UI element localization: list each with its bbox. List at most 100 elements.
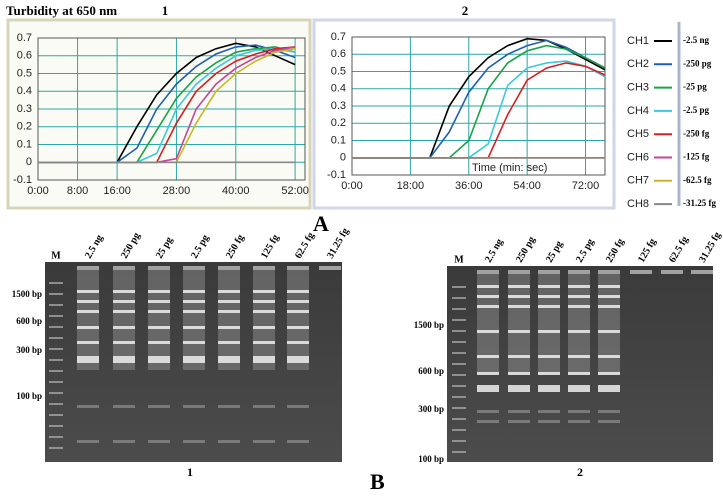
lane-label: 2.5 ng bbox=[83, 233, 105, 261]
ladder-band bbox=[49, 370, 63, 372]
gel-band bbox=[287, 405, 309, 408]
y-tick-label: 0 bbox=[26, 156, 32, 168]
gel-smear bbox=[598, 274, 620, 374]
gel-band bbox=[477, 410, 499, 413]
gel-band bbox=[218, 356, 240, 363]
ladder-band bbox=[49, 348, 63, 350]
gel-band bbox=[287, 440, 309, 443]
ladder-band bbox=[452, 319, 466, 321]
gel-band bbox=[183, 356, 205, 363]
gel-band bbox=[113, 356, 135, 363]
x-tick-label: 28:00 bbox=[163, 185, 191, 197]
gel-band bbox=[113, 310, 135, 313]
gel-band bbox=[508, 410, 530, 413]
y-tick-label: 0 bbox=[340, 152, 346, 164]
gel-band bbox=[568, 410, 590, 413]
gel-band bbox=[568, 420, 590, 423]
gel-smear bbox=[218, 270, 240, 370]
gel-band bbox=[538, 295, 560, 298]
y-tick-label: 0.4 bbox=[331, 83, 346, 95]
legend-box bbox=[616, 20, 720, 208]
gel-well bbox=[218, 266, 240, 270]
gel-caption: 2 bbox=[577, 465, 583, 479]
gel-band bbox=[568, 330, 590, 333]
ladder-band bbox=[452, 451, 466, 453]
ladder-band bbox=[49, 293, 63, 295]
gel-band bbox=[77, 405, 99, 408]
legend-name: CH2 bbox=[627, 58, 649, 70]
ladder-band bbox=[452, 341, 466, 343]
lane-label: 25 pg bbox=[154, 235, 175, 260]
gel-band bbox=[253, 341, 275, 344]
gel-band bbox=[148, 310, 170, 313]
lane-label: 250 fg bbox=[224, 233, 246, 261]
x-tick-label: 18:00 bbox=[397, 180, 425, 192]
ladder-band bbox=[452, 407, 466, 409]
y-tick-label: -0.1 bbox=[13, 174, 32, 186]
x-tick-label: 0:00 bbox=[27, 185, 48, 197]
lane-label: 62.5 fg bbox=[667, 235, 691, 265]
y-tick-label: 0.7 bbox=[17, 32, 32, 44]
legend-name: CH4 bbox=[627, 105, 649, 117]
x-tick-label: 54:00 bbox=[513, 180, 541, 192]
gel-band bbox=[148, 290, 170, 293]
lane-marker: M bbox=[454, 254, 464, 265]
ladder-band bbox=[452, 308, 466, 310]
lane-label: 31.25 fg bbox=[697, 230, 723, 264]
gel-well bbox=[598, 270, 620, 274]
gel-band bbox=[253, 440, 275, 443]
gel-band bbox=[113, 290, 135, 293]
gel-well bbox=[568, 270, 590, 274]
ladder-band bbox=[452, 286, 466, 288]
y-tick-label: 0.7 bbox=[331, 31, 346, 43]
ladder-band bbox=[452, 352, 466, 354]
lane-label: 125 fg bbox=[636, 237, 658, 265]
gel-band bbox=[477, 330, 499, 333]
gel-band bbox=[538, 410, 560, 413]
gel-band bbox=[477, 385, 499, 392]
ladder-band bbox=[49, 315, 63, 317]
gel-well bbox=[508, 270, 530, 274]
ladder-band bbox=[452, 396, 466, 398]
lane-label: 2.5 pg bbox=[574, 237, 596, 265]
gel-band bbox=[218, 440, 240, 443]
gel-band bbox=[183, 290, 205, 293]
gel-band bbox=[538, 420, 560, 423]
y-tick-label: 0.1 bbox=[17, 138, 32, 150]
lane-label: 62.5 fg bbox=[293, 231, 317, 261]
gel-smear bbox=[183, 270, 205, 370]
gel-smear bbox=[148, 270, 170, 370]
gel-band bbox=[598, 372, 620, 375]
gel-band bbox=[568, 355, 590, 358]
gel-well bbox=[77, 266, 99, 270]
gel-well bbox=[148, 266, 170, 270]
panel-label: A bbox=[313, 211, 329, 236]
lane-marker: M bbox=[51, 250, 61, 261]
legend-label: -250 fg bbox=[683, 128, 710, 138]
ladder-band bbox=[452, 429, 466, 431]
ladder-label: 600 bp bbox=[16, 316, 42, 326]
gel-band bbox=[508, 330, 530, 333]
gel-band bbox=[568, 385, 590, 392]
gel-band bbox=[113, 405, 135, 408]
lane-label: 125 fg bbox=[259, 233, 281, 261]
gel-well bbox=[183, 266, 205, 270]
gel-band bbox=[538, 355, 560, 358]
ladder-band bbox=[49, 359, 63, 361]
gel-band bbox=[148, 341, 170, 344]
plot-border bbox=[351, 36, 606, 176]
ladder-band bbox=[49, 304, 63, 306]
ladder-band bbox=[452, 363, 466, 365]
gel-band bbox=[183, 310, 205, 313]
gel-band bbox=[568, 295, 590, 298]
y-tick-label: 0.6 bbox=[331, 48, 346, 60]
legend-label: -2.5 ng bbox=[683, 35, 710, 45]
gel-smear bbox=[477, 274, 499, 374]
legend-name: CH7 bbox=[627, 175, 649, 187]
gel-band bbox=[508, 385, 530, 392]
gel-band bbox=[287, 300, 309, 303]
gel-smear bbox=[77, 270, 99, 370]
ladder-band bbox=[49, 414, 63, 416]
